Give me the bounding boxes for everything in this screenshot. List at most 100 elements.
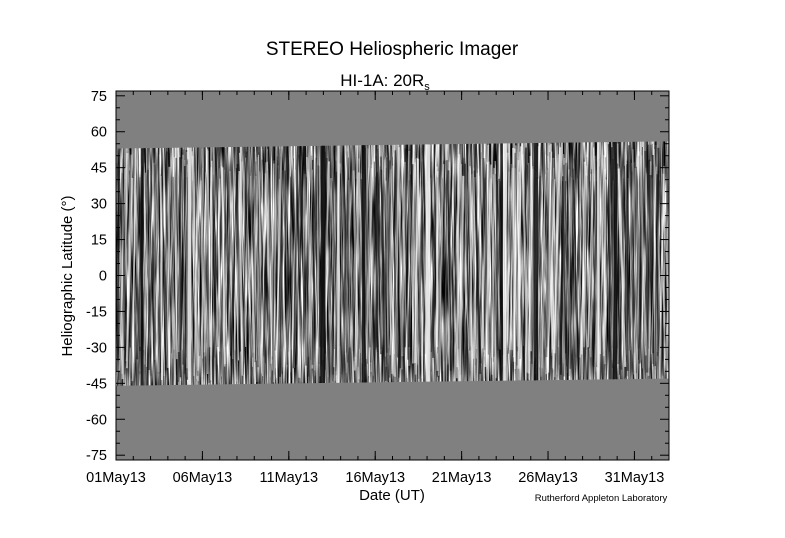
data-streak	[365, 168, 373, 360]
data-streak	[143, 162, 146, 365]
data-streak	[569, 179, 574, 369]
data-streak	[600, 158, 606, 374]
data-streak	[583, 165, 588, 348]
data-streak	[210, 160, 213, 381]
data-streak	[453, 179, 455, 380]
data-streak	[229, 163, 239, 357]
data-streak	[404, 148, 409, 360]
data-streak	[654, 174, 659, 367]
data-streak	[558, 162, 568, 365]
data-streak	[458, 164, 463, 370]
data-streak	[375, 176, 380, 348]
data-streak	[207, 149, 211, 348]
y-tick-label: -60	[86, 412, 107, 428]
data-streak	[179, 149, 188, 351]
data-streak	[203, 172, 207, 353]
data-streak	[492, 174, 502, 350]
data-streak	[646, 174, 652, 373]
data-streak	[373, 161, 379, 353]
data-streak	[545, 145, 552, 347]
y-tick-label: 0	[99, 269, 107, 285]
data-streak	[212, 174, 216, 358]
data-streak	[566, 177, 573, 374]
data-streak	[484, 173, 489, 358]
data-streak	[358, 141, 363, 349]
data-streak	[187, 141, 192, 386]
data-streak	[668, 179, 669, 350]
data-streak	[337, 141, 340, 386]
data-streaks	[116, 141, 669, 386]
data-streak	[662, 155, 669, 362]
data-streak	[332, 149, 335, 375]
data-streak	[269, 160, 275, 377]
data-streak	[561, 181, 567, 354]
data-streak	[274, 148, 282, 351]
data-streak	[443, 160, 448, 384]
data-streak	[368, 168, 374, 376]
data-streak	[261, 148, 268, 348]
data-streak	[569, 175, 571, 372]
data-streak	[289, 176, 293, 380]
data-streak	[292, 146, 299, 369]
y-tick-label: -45	[86, 376, 107, 392]
data-streak	[473, 168, 479, 359]
data-streak	[607, 144, 611, 382]
data-streak	[568, 169, 571, 382]
data-streak	[572, 168, 579, 359]
data-streak	[527, 162, 531, 362]
data-streak	[157, 141, 162, 373]
data-streak	[258, 152, 266, 364]
data-streak	[311, 159, 316, 385]
data-streak	[257, 148, 263, 382]
data-streak	[458, 175, 465, 385]
data-streak	[503, 141, 507, 386]
chart-title: STEREO Heliospheric Imager	[266, 39, 519, 60]
y-tick-label: -75	[86, 448, 107, 464]
data-streak	[500, 141, 503, 386]
y-axis: 75 60 45 30 15 0 -15 -30 -45 -60 -75	[86, 89, 669, 464]
data-streak	[653, 148, 658, 381]
data-streak	[383, 159, 386, 357]
data-streak	[408, 164, 414, 348]
data-streak	[125, 154, 133, 362]
data-streak	[389, 144, 395, 356]
data-streak	[479, 143, 485, 368]
data-streak	[547, 179, 556, 364]
data-streak	[346, 151, 351, 381]
data-streak	[617, 168, 627, 367]
data-streak	[384, 157, 390, 349]
data-streak	[132, 175, 136, 347]
data-streak	[262, 146, 272, 357]
data-streak	[478, 176, 485, 357]
data-streak	[305, 157, 314, 369]
data-streak	[547, 143, 552, 373]
data-streak	[131, 147, 137, 382]
data-streak	[566, 168, 574, 384]
data-streak	[603, 177, 608, 354]
data-streak	[390, 145, 399, 358]
data-streak	[553, 147, 562, 354]
data-streak	[437, 164, 445, 376]
data-streak	[547, 156, 555, 370]
data-streak	[484, 164, 487, 379]
data-streak	[483, 177, 490, 355]
data-streak	[521, 161, 528, 373]
data-streak	[365, 147, 368, 364]
data-streak	[243, 153, 246, 362]
data-streak	[390, 169, 395, 355]
data-streak	[311, 157, 318, 365]
data-streak	[469, 166, 473, 382]
data-streak	[140, 141, 144, 386]
y-axis-label: Heliographic Latitude (°)	[59, 195, 76, 356]
data-streak	[157, 174, 162, 374]
x-tick-label: 21May13	[432, 470, 492, 486]
y-tick-label: 45	[91, 161, 107, 177]
data-streak	[393, 147, 400, 377]
data-streak	[575, 178, 579, 369]
data-streak	[301, 173, 307, 383]
data-streak	[376, 172, 382, 355]
data-streak	[599, 154, 606, 354]
data-band	[116, 141, 669, 386]
data-streak	[635, 166, 640, 348]
data-streak	[348, 157, 351, 383]
